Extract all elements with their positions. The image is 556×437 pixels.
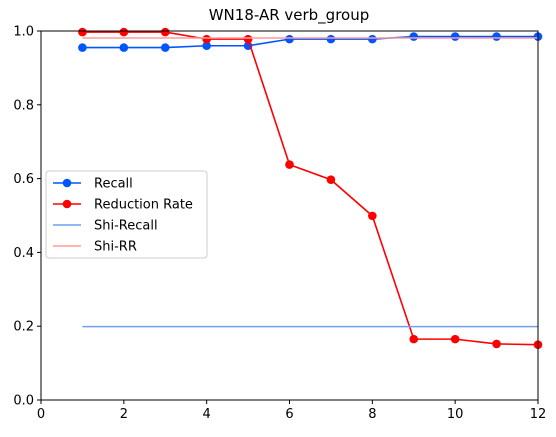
data-point-reduction-rate	[492, 340, 501, 349]
legend-label-shi-rr: Shi-RR	[94, 240, 137, 255]
data-point-recall	[161, 43, 170, 52]
y-tick-label: 0.2	[13, 320, 34, 335]
data-point-recall	[327, 35, 336, 44]
data-point-reduction-rate	[244, 35, 253, 44]
x-tick-label: 12	[530, 407, 547, 422]
data-point-reduction-rate	[327, 175, 336, 184]
x-tick-label: 10	[447, 407, 464, 422]
y-tick-label: 1.0	[13, 25, 34, 40]
legend-marker-reduction-rate	[63, 200, 72, 209]
legend-label-recall: Recall	[94, 177, 133, 192]
data-point-recall	[368, 35, 377, 44]
x-tick-label: 8	[368, 407, 376, 422]
x-tick-label: 2	[120, 407, 128, 422]
data-point-reduction-rate	[78, 28, 87, 37]
data-point-recall	[78, 43, 87, 52]
data-point-recall	[409, 32, 418, 41]
data-point-reduction-rate	[161, 28, 170, 37]
data-point-recall	[285, 35, 294, 44]
data-point-recall	[120, 43, 129, 52]
data-point-recall	[451, 32, 460, 41]
data-point-recall	[492, 32, 501, 41]
data-point-reduction-rate	[368, 212, 377, 221]
data-point-reduction-rate	[285, 160, 294, 169]
data-point-reduction-rate	[451, 335, 460, 344]
y-tick-label: 0.6	[13, 172, 34, 187]
x-tick-label: 0	[37, 407, 45, 422]
legend-label-reduction-rate: Reduction Rate	[94, 198, 193, 213]
data-point-reduction-rate	[202, 35, 211, 44]
legend-label-shi-recall: Shi-Recall	[94, 219, 158, 234]
data-point-reduction-rate	[409, 335, 418, 344]
x-tick-label: 6	[285, 407, 293, 422]
legend-marker-recall	[63, 179, 72, 188]
y-tick-label: 0.8	[13, 98, 34, 113]
data-point-reduction-rate	[120, 28, 129, 37]
y-tick-label: 0.0	[13, 394, 34, 409]
x-tick-label: 4	[203, 407, 211, 422]
y-tick-label: 0.4	[13, 246, 34, 261]
chart-title: WN18-AR verb_group	[209, 6, 370, 25]
